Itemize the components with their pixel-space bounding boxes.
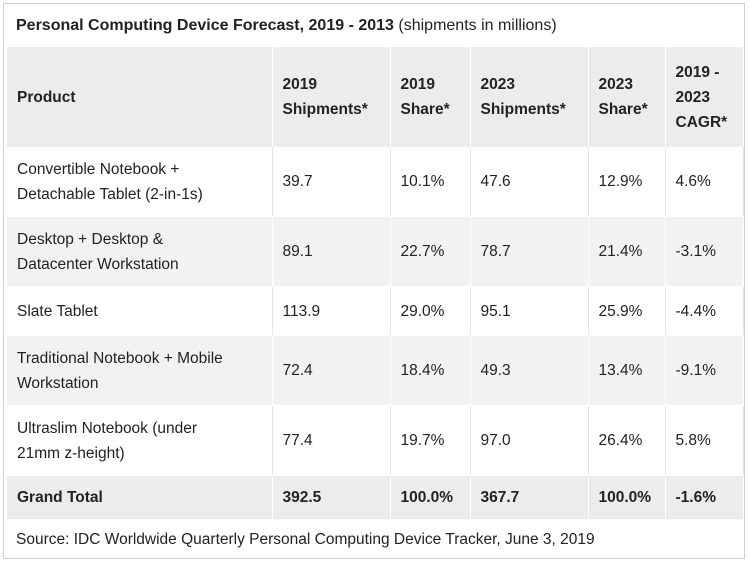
cell-2019-shipments: 392.5 (272, 475, 391, 519)
cell-2023-share: 26.4% (588, 405, 666, 476)
cell-2019-shipments: 113.9 (272, 286, 391, 336)
table-title: Personal Computing Device Forecast, 2019… (16, 16, 557, 36)
header-cagr: 2019 -2023 CAGR* (665, 47, 744, 147)
cell-2019-share: 100.0% (390, 475, 471, 519)
cell-2019-share: 10.1% (390, 147, 471, 217)
cell-2019-shipments: 89.1 (272, 216, 391, 287)
forecast-table: Product 2019 Shipments* 2019 Share* 2023 Sh… (7, 47, 744, 519)
cell-2019-share: 19.7% (390, 405, 471, 476)
cell-product: Convertible Notebook + Detachable Tablet … (7, 147, 273, 217)
cell-2019-shipments: 39.7 (272, 147, 391, 217)
cell-product: Desktop + Desktop & Datacenter Workstatio… (7, 216, 273, 287)
header-2023-shipments: 2023 Shipments* (470, 47, 589, 147)
forecast-table-frame: Personal Computing Device Forecast, 2019… (3, 3, 745, 559)
header-2019-share: 2019 Share* (390, 47, 471, 147)
header-row: Product 2019 Shipments* 2019 Share* 2023 Sh… (7, 47, 744, 147)
cell-product: Grand Total (7, 475, 273, 519)
cell-2019-share: 29.0% (390, 286, 471, 336)
cell-cagr: 4.6% (665, 147, 744, 217)
cell-2023-shipments: 367.7 (470, 475, 589, 519)
table-row: Desktop + Desktop & Datacenter Workstatio… (7, 216, 744, 287)
table-row: Traditional Notebook + Mobile Workstation… (7, 335, 744, 406)
cell-product: Ultraslim Notebook (under 21mm z-height) (7, 405, 273, 476)
cell-2023-share: 13.4% (588, 335, 666, 406)
cell-cagr: -1.6% (665, 475, 744, 519)
cell-2023-shipments: 95.1 (470, 286, 589, 336)
cell-2023-shipments: 97.0 (470, 405, 589, 476)
table-row: Convertible Notebook + Detachable Tablet … (7, 147, 744, 217)
cell-cagr: -4.4% (665, 286, 744, 336)
header-product: Product (7, 47, 273, 147)
cell-product: Slate Tablet (7, 286, 273, 336)
table-row: Ultraslim Notebook (under 21mm z-height) … (7, 405, 744, 476)
cell-2019-share: 22.7% (390, 216, 471, 287)
cell-cagr: 5.8% (665, 405, 744, 476)
source-note: Source: IDC Worldwide Quarterly Personal… (16, 531, 595, 548)
cell-cagr: -9.1% (665, 335, 744, 406)
cell-2023-share: 21.4% (588, 216, 666, 287)
cell-cagr: -3.1% (665, 216, 744, 287)
cell-product: Traditional Notebook + Mobile Workstation (7, 335, 273, 406)
cell-2019-share: 18.4% (390, 335, 471, 406)
table-title-bold: Personal Computing Device Forecast, 2019… (16, 17, 394, 34)
cell-2023-share: 100.0% (588, 475, 666, 519)
table-title-subtitle: (shipments in millions) (393, 17, 557, 34)
cell-2023-shipments: 78.7 (470, 216, 589, 287)
cell-2023-share: 12.9% (588, 147, 666, 217)
cell-2019-shipments: 77.4 (272, 405, 391, 476)
cell-2023-shipments: 47.6 (470, 147, 589, 217)
cell-2019-shipments: 72.4 (272, 335, 391, 406)
header-2019-shipments: 2019 Shipments* (272, 47, 391, 147)
header-2023-share: 2023 Share* (588, 47, 666, 147)
cell-2023-share: 25.9% (588, 286, 666, 336)
grand-total-row: Grand Total 392.5 100.0% 367.7 100.0% -1… (7, 475, 744, 519)
cell-2023-shipments: 49.3 (470, 335, 589, 406)
table-row: Slate Tablet 113.9 29.0% 95.1 25.9% -4.4… (7, 286, 744, 336)
